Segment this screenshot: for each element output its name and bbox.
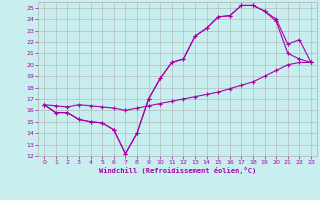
X-axis label: Windchill (Refroidissement éolien,°C): Windchill (Refroidissement éolien,°C) (99, 167, 256, 174)
